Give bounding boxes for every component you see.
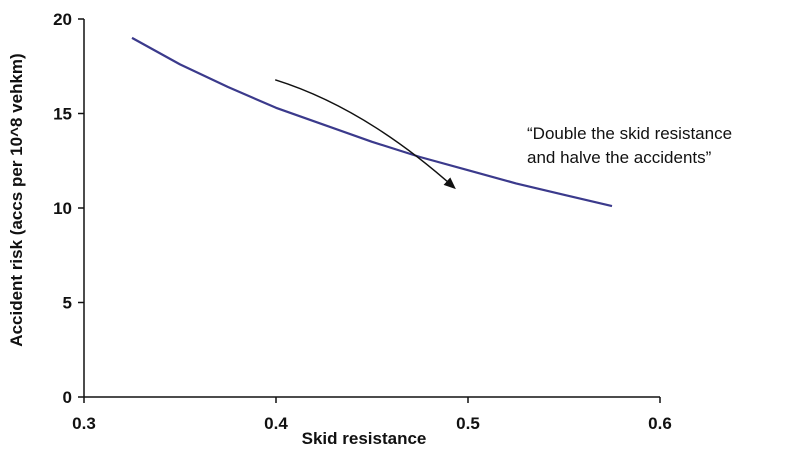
x-tick-label: 0.5 (456, 414, 480, 433)
y-tick-label: 10 (53, 199, 72, 218)
annotation-group: “Double the skid resistance and halve the… (274, 79, 732, 190)
x-tick-label: 0.4 (264, 414, 288, 433)
y-tick-label: 20 (53, 10, 72, 29)
series-group (131, 36, 613, 208)
series-line (131, 36, 613, 208)
x-tick-label: 0.3 (72, 414, 96, 433)
y-axis-title: Accident risk (accs per 10^8 vehkm) (7, 53, 26, 346)
x-tick-label: 0.6 (648, 414, 672, 433)
axes: 0 5 10 15 20 0.3 0.4 0.5 0.6 (53, 10, 672, 433)
x-axis-title: Skid resistance (302, 429, 427, 448)
annotation-text-line: and halve the accidents” (527, 148, 712, 167)
y-tick-label: 15 (53, 105, 72, 124)
y-tick-label: 0 (63, 388, 72, 407)
annotation-arrow (274, 79, 456, 190)
annotation-text-line: “Double the skid resistance (527, 124, 732, 143)
y-tick-label: 5 (63, 294, 72, 313)
